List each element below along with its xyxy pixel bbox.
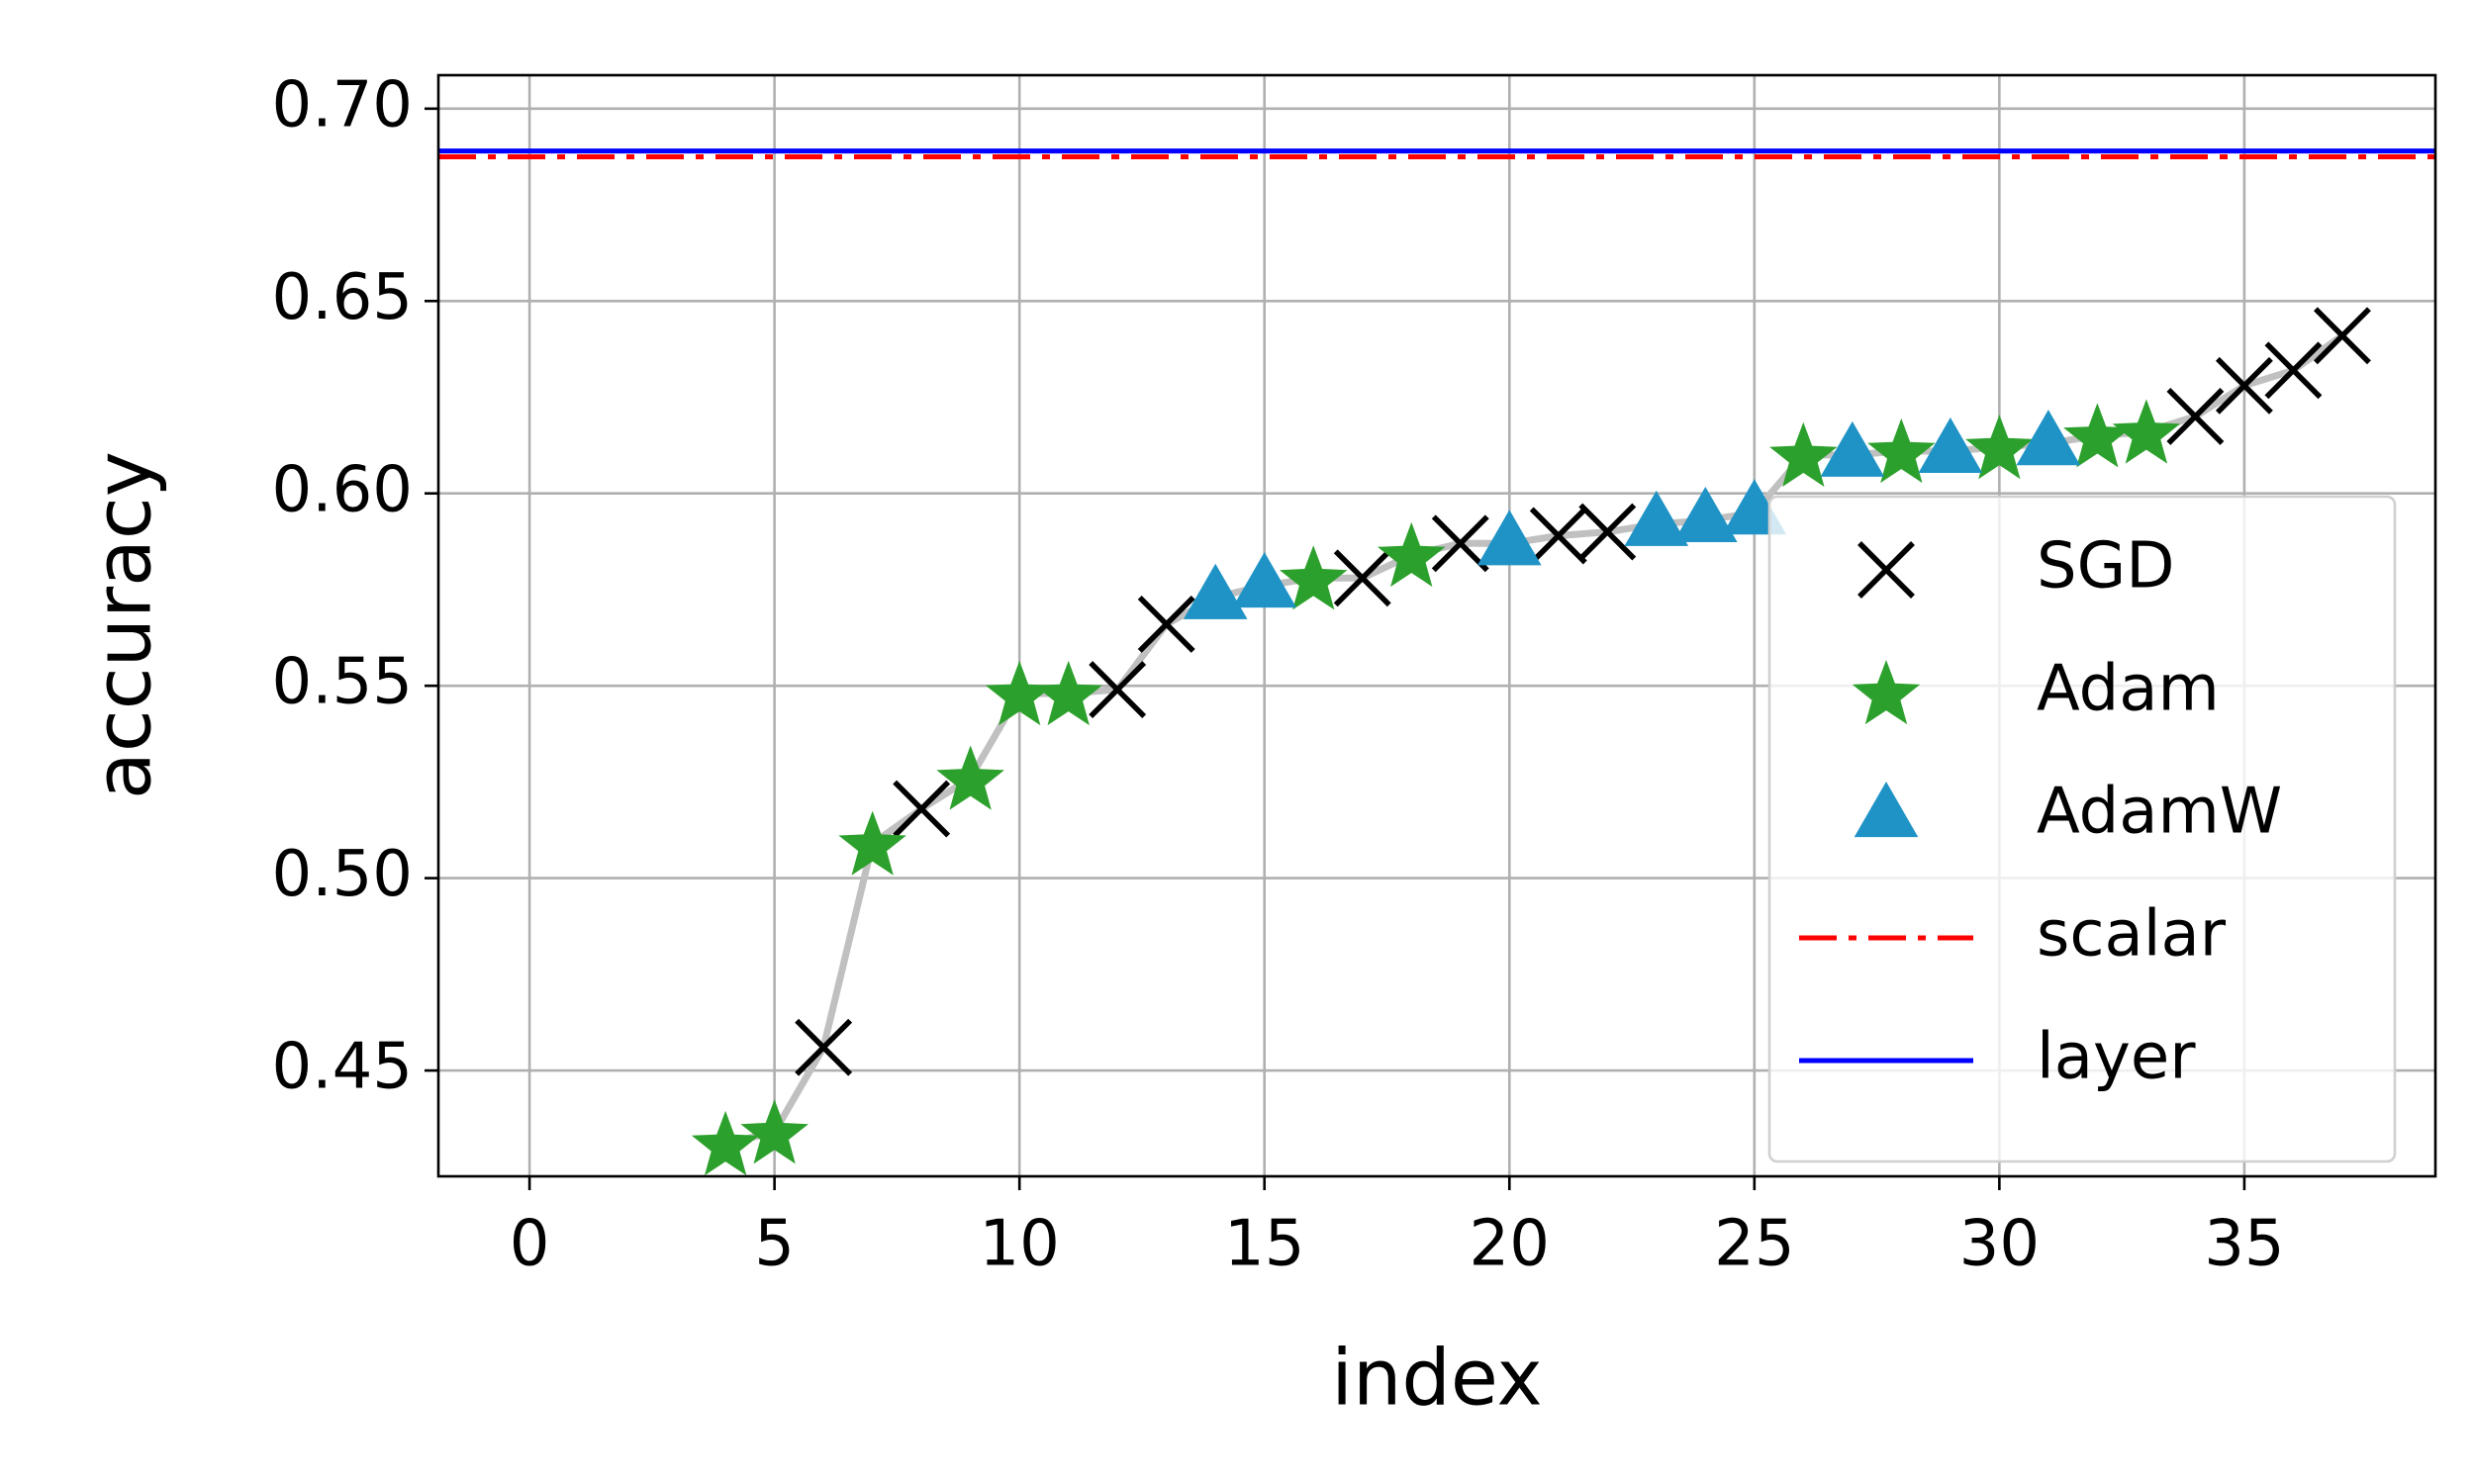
marker-x [1431,514,1489,573]
marker-stroke [1857,541,1915,599]
marker-star [1378,521,1446,588]
y-tick-label: 0.60 [272,453,414,526]
marker-triangle [1820,420,1885,477]
x-tick-label: 10 [979,1208,1059,1281]
marker-x [1857,541,1915,599]
marker-star [1280,545,1348,610]
marker-stroke [2264,341,2323,400]
marker-x [795,1018,853,1076]
marker-stroke [1578,503,1637,561]
marker-stroke [2215,356,2273,415]
marker-x [1578,503,1637,561]
marker-stroke [1529,507,1587,565]
y-tick-label: 0.70 [272,68,414,141]
marker-x [1529,507,1587,565]
marker-x [2313,307,2371,365]
marker-star [691,1110,760,1176]
y-tick-label: 0.55 [272,646,414,719]
marker-x [1333,549,1391,607]
marker-stroke [2166,387,2225,445]
marker-star [1852,660,1921,725]
marker-stroke [1137,595,1195,653]
connect-line [771,1044,827,1136]
x-tick-label: 30 [1959,1208,2040,1281]
x-tick-label: 35 [2204,1208,2284,1281]
marker-star [2112,399,2181,464]
legend-label: SGD [2037,530,2175,603]
marker-x [1137,595,1195,653]
connect-line [2240,366,2297,390]
connect-line [819,840,877,1052]
marker-triangle [1918,417,1983,474]
y-tick-label: 0.50 [272,838,414,911]
x-tick-label: 15 [1224,1208,1304,1281]
y-tick-label: 0.65 [272,261,414,334]
marker-triangle [1476,510,1542,566]
marker-star [985,660,1054,726]
marker-triangle [2016,410,2081,466]
marker-triangle [1624,490,1689,546]
marker-triangle [1183,563,1248,619]
marker-triangle [1854,782,1919,838]
legend: SGD Adam AdamW scalar layer [1767,495,2397,1163]
marker-star [1769,421,1838,487]
x-tick-label: 5 [754,1208,795,1281]
legend-label: Adam [2037,653,2220,726]
x-tick-label: 25 [1714,1208,1794,1281]
marker-stroke [1431,514,1489,573]
marker-triangle [1673,486,1738,543]
y-axis-label: accuracy [79,451,168,799]
marker-star [1034,660,1102,726]
marker-x [1089,661,1147,719]
x-axis-label: index [1331,1334,1542,1423]
y-tick-label: 0.45 [272,1031,414,1104]
marker-stroke [2313,307,2371,365]
x-tick-label: 0 [510,1208,550,1281]
marker-x [2215,356,2273,415]
legend-box [1767,495,2397,1163]
marker-triangle [1232,552,1297,608]
marker-x [2166,387,2225,445]
marker-star [740,1099,809,1164]
marker-x [893,780,951,838]
marker-star [1965,415,2034,480]
marker-x [2264,341,2323,400]
plot-frame [436,73,2437,1178]
marker-stroke [893,780,951,838]
legend-label: layer [2037,1021,2196,1094]
legend-label: AdamW [2037,776,2282,849]
connect-line [1555,528,1611,539]
marker-star [1867,417,1936,484]
marker-star [2063,403,2132,468]
marker-stroke [1333,549,1391,607]
x-tick-label: 20 [1470,1208,1550,1281]
marker-star [838,810,906,876]
marker-stroke [1089,661,1147,719]
legend-label: scalar [2037,898,2227,972]
marker-stroke [795,1018,853,1076]
marker-star [936,745,1004,810]
